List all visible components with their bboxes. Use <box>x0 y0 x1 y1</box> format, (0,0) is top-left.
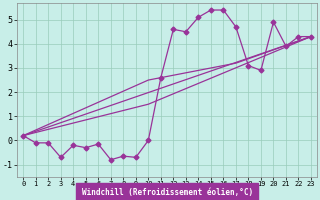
X-axis label: Windchill (Refroidissement éolien,°C): Windchill (Refroidissement éolien,°C) <box>82 188 253 197</box>
